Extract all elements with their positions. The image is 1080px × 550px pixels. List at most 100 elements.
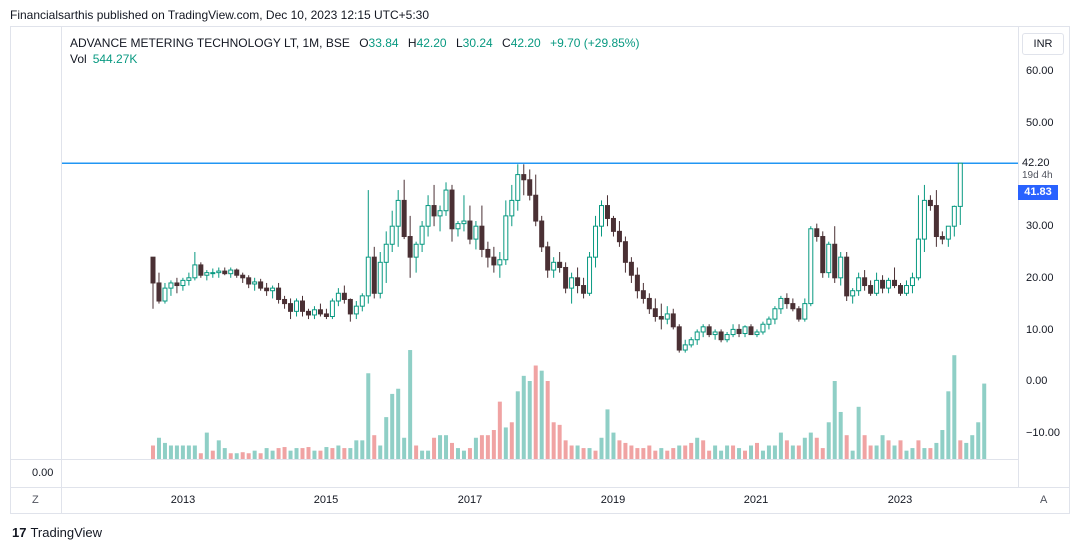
- candle[interactable]: [246, 275, 252, 289]
- candle[interactable]: [838, 252, 844, 286]
- candle[interactable]: [545, 241, 551, 278]
- candle[interactable]: [915, 195, 921, 281]
- candle[interactable]: [341, 285, 347, 304]
- candle[interactable]: [389, 210, 395, 252]
- tradingview-brand[interactable]: 17 TradingView: [12, 525, 102, 540]
- candle[interactable]: [569, 272, 575, 304]
- candle[interactable]: [748, 324, 754, 336]
- candle[interactable]: [778, 295, 784, 314]
- candle[interactable]: [933, 190, 939, 247]
- candle[interactable]: [856, 272, 862, 296]
- candle[interactable]: [563, 262, 569, 294]
- candle[interactable]: [365, 190, 371, 304]
- candle[interactable]: [174, 277, 180, 294]
- candle[interactable]: [575, 267, 581, 294]
- candle[interactable]: [407, 215, 413, 278]
- candle[interactable]: [317, 303, 323, 317]
- candle[interactable]: [551, 257, 557, 278]
- candle[interactable]: [383, 231, 389, 283]
- candle[interactable]: [826, 241, 832, 278]
- candle[interactable]: [150, 256, 156, 309]
- candle[interactable]: [957, 162, 963, 225]
- candle[interactable]: [634, 267, 640, 299]
- candle[interactable]: [222, 267, 228, 276]
- candle[interactable]: [820, 231, 826, 278]
- candle[interactable]: [240, 272, 246, 283]
- candle[interactable]: [945, 225, 951, 247]
- candle[interactable]: [377, 252, 383, 299]
- candle[interactable]: [431, 184, 437, 227]
- candle[interactable]: [784, 293, 790, 309]
- candle[interactable]: [461, 195, 467, 232]
- candle[interactable]: [808, 226, 814, 307]
- zoom-z-button[interactable]: Z: [32, 494, 39, 506]
- candle[interactable]: [610, 215, 616, 237]
- candle[interactable]: [491, 246, 497, 273]
- candle[interactable]: [688, 337, 694, 348]
- candle[interactable]: [909, 272, 915, 294]
- candle[interactable]: [479, 205, 485, 258]
- candle[interactable]: [581, 277, 587, 299]
- candle[interactable]: [497, 252, 503, 278]
- candle[interactable]: [503, 200, 509, 265]
- candle[interactable]: [802, 298, 808, 322]
- candle[interactable]: [413, 241, 419, 273]
- candle[interactable]: [712, 329, 718, 340]
- candle[interactable]: [664, 306, 670, 325]
- candle[interactable]: [730, 324, 736, 338]
- candle[interactable]: [616, 221, 622, 247]
- candle[interactable]: [676, 324, 682, 353]
- candle[interactable]: [401, 179, 407, 240]
- candle[interactable]: [814, 223, 820, 242]
- candle[interactable]: [604, 195, 610, 227]
- candle[interactable]: [264, 282, 270, 296]
- candle[interactable]: [311, 306, 317, 320]
- candle[interactable]: [276, 282, 282, 304]
- candle[interactable]: [670, 308, 676, 330]
- candle[interactable]: [874, 272, 880, 296]
- candle[interactable]: [198, 262, 204, 278]
- candle[interactable]: [192, 252, 198, 281]
- candle[interactable]: [473, 221, 479, 250]
- candle[interactable]: [234, 268, 240, 278]
- candle[interactable]: [156, 272, 162, 304]
- candle[interactable]: [515, 164, 521, 211]
- candle[interactable]: [323, 308, 329, 320]
- candle[interactable]: [294, 298, 300, 317]
- candle[interactable]: [282, 295, 288, 309]
- candle[interactable]: [939, 231, 945, 245]
- candle[interactable]: [790, 298, 796, 312]
- candle[interactable]: [353, 301, 359, 320]
- auto-scale-button[interactable]: A: [1040, 494, 1048, 506]
- candle[interactable]: [742, 325, 748, 338]
- candle[interactable]: [162, 282, 168, 304]
- candle[interactable]: [527, 169, 533, 201]
- candle[interactable]: [329, 298, 335, 320]
- candle[interactable]: [467, 205, 473, 245]
- candle[interactable]: [443, 182, 449, 216]
- candle[interactable]: [258, 278, 264, 291]
- candle[interactable]: [485, 241, 491, 268]
- candle[interactable]: [760, 321, 766, 335]
- candle[interactable]: [557, 252, 563, 273]
- candle[interactable]: [437, 205, 443, 232]
- candle[interactable]: [700, 324, 706, 338]
- candle[interactable]: [754, 329, 760, 338]
- candle[interactable]: [796, 306, 802, 322]
- currency-button[interactable]: INR: [1022, 33, 1064, 55]
- candle[interactable]: [449, 184, 455, 242]
- candle[interactable]: [927, 195, 933, 211]
- candle[interactable]: [359, 293, 365, 312]
- candle[interactable]: [210, 268, 216, 278]
- candle[interactable]: [886, 277, 892, 294]
- candle[interactable]: [628, 257, 634, 283]
- candle[interactable]: [862, 270, 868, 291]
- candle[interactable]: [252, 277, 258, 291]
- candle[interactable]: [706, 324, 712, 338]
- candle[interactable]: [533, 174, 539, 227]
- candle[interactable]: [509, 184, 515, 227]
- candle[interactable]: [652, 298, 658, 322]
- candle[interactable]: [335, 288, 341, 307]
- candle[interactable]: [718, 329, 724, 343]
